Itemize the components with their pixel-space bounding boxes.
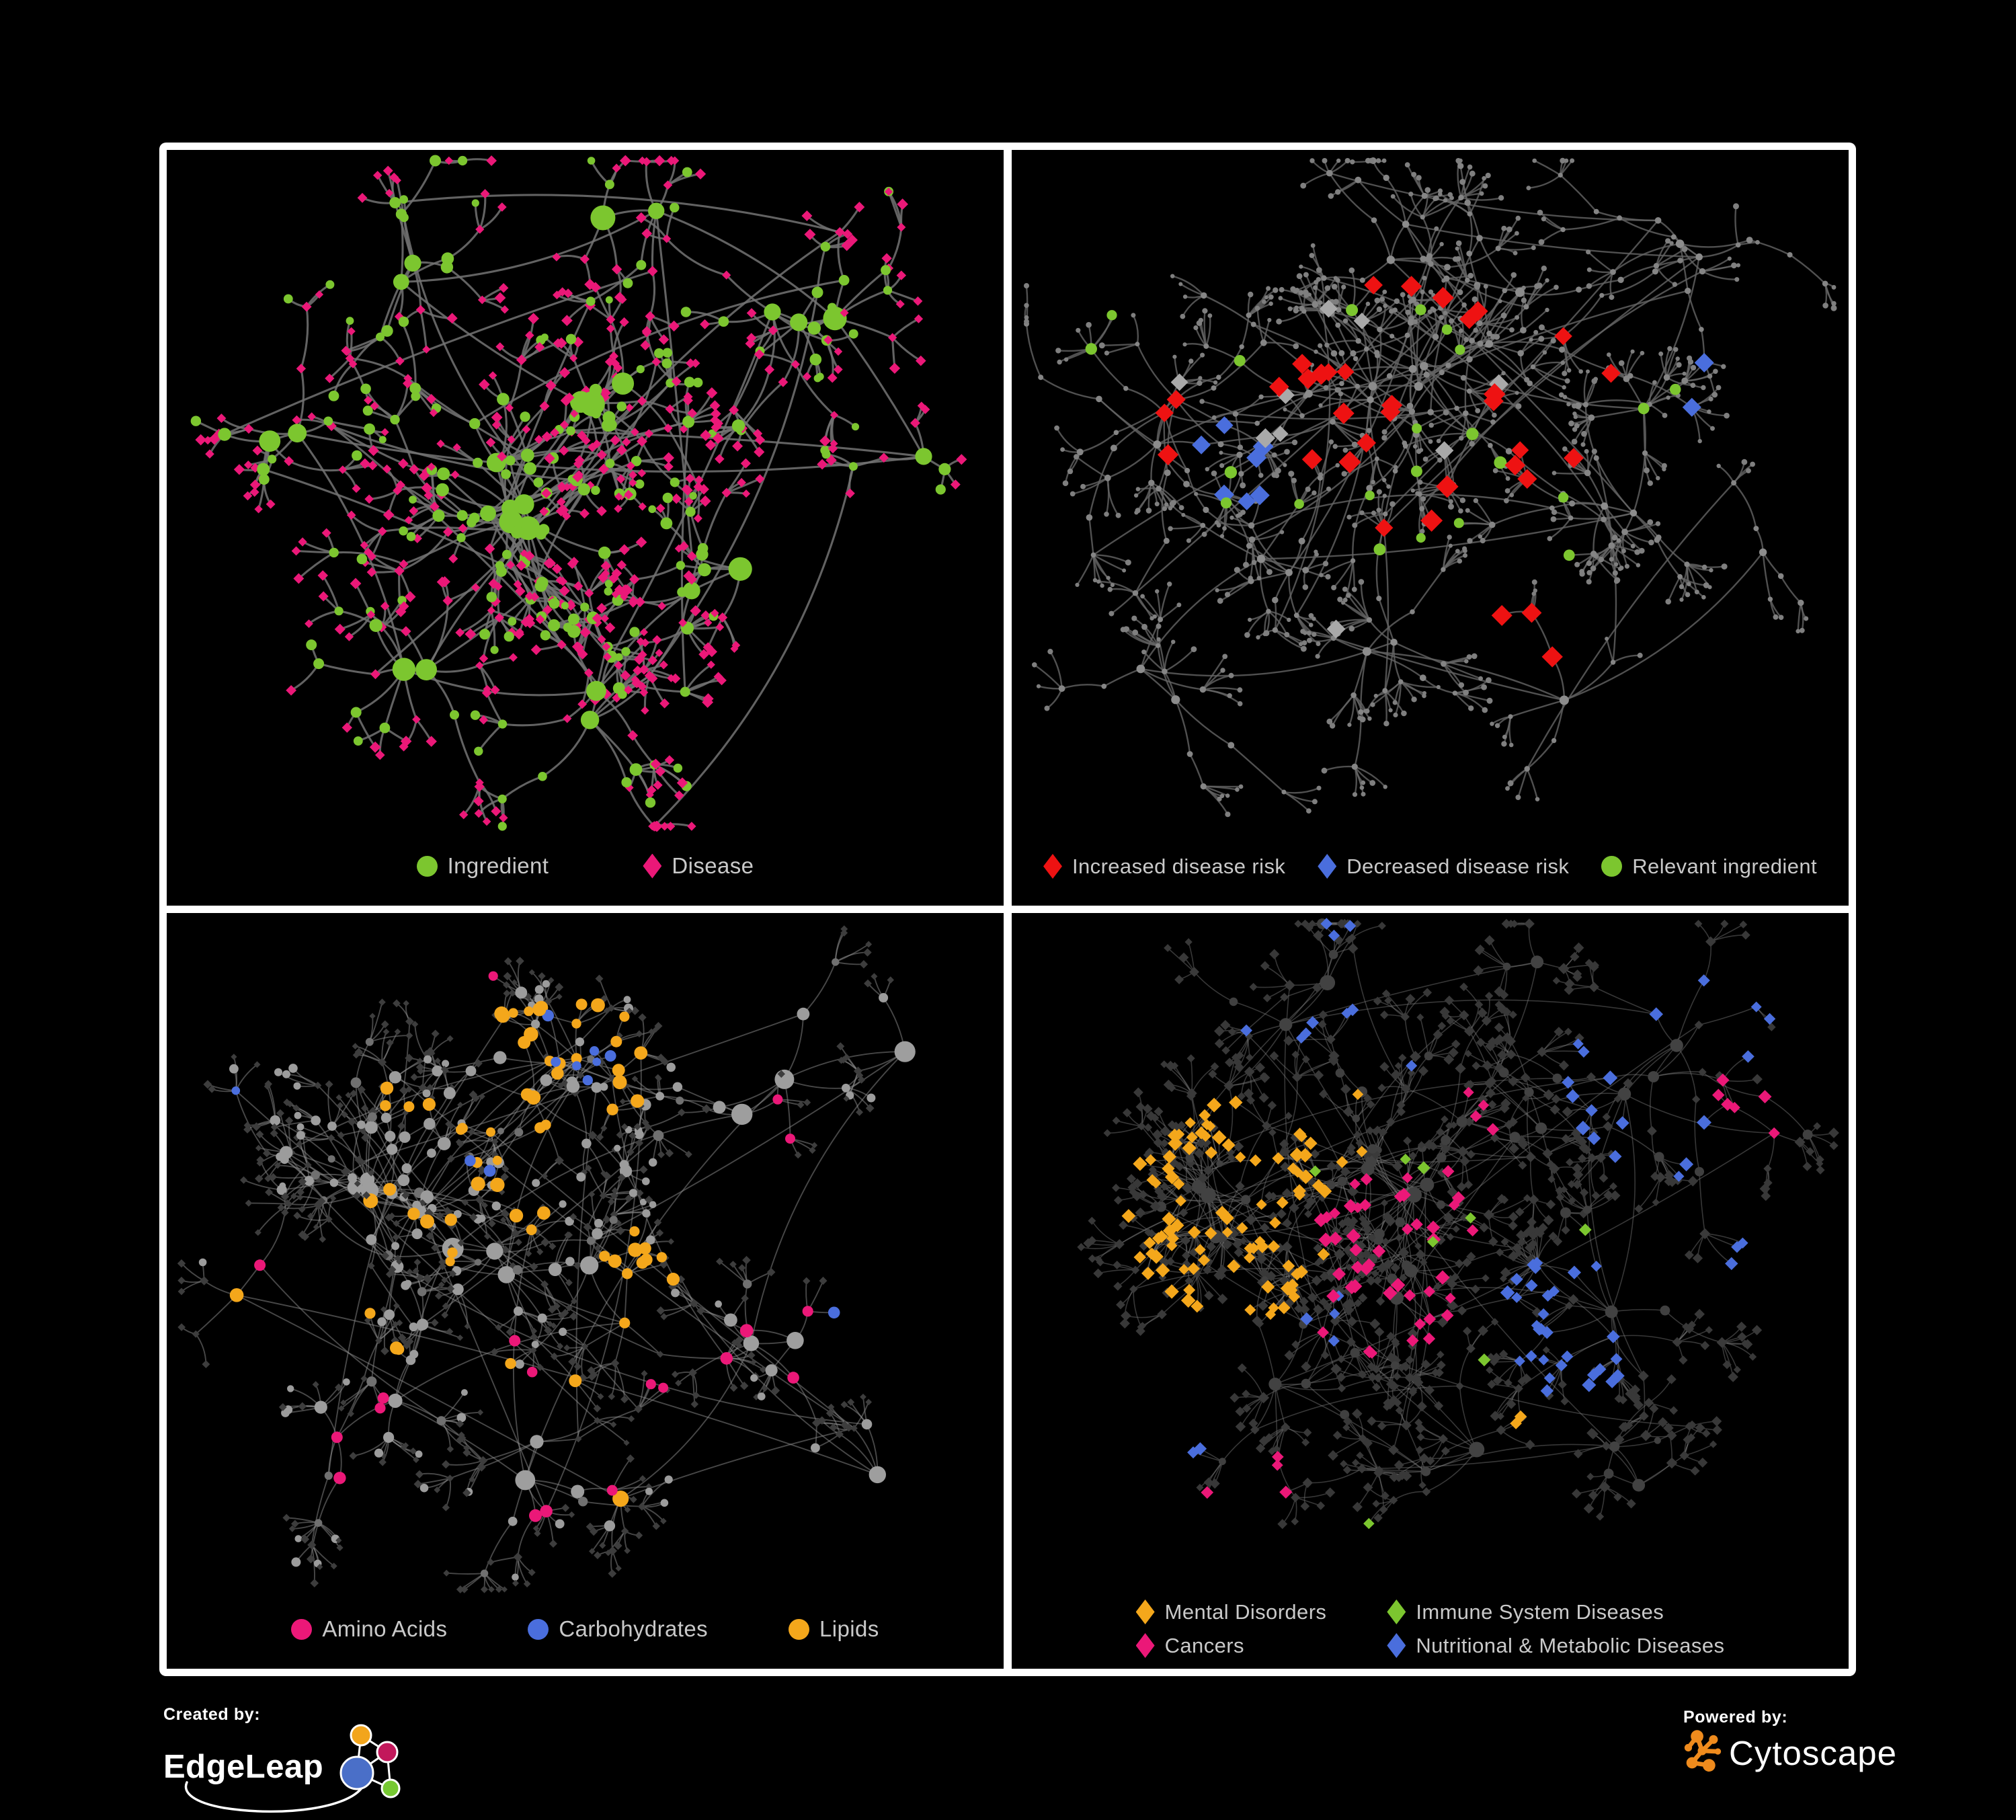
legend-item-relevant-ingredient: Relevant ingredient	[1601, 855, 1817, 879]
lipids-circle-marker-icon	[789, 1618, 809, 1640]
legend-item-immune-system-diseases: Immune System Diseases	[1387, 1599, 1724, 1624]
edgeleap-logo-icon	[185, 1724, 401, 1813]
nutritional-metabolic-diseases-diamond-marker-icon	[1387, 1633, 1406, 1658]
legend-item-ingredient: Ingredient	[416, 853, 549, 879]
edgeleap-wordmark: EdgeLeap	[163, 1749, 324, 1785]
legend-label: Decreased disease risk	[1346, 854, 1570, 878]
legend-item-decreased-disease-risk: Decreased disease risk	[1318, 854, 1569, 879]
legend-label: Mental Disorders	[1164, 1599, 1327, 1624]
panel-disease-class-network: Mental Disorders Immune System Diseases Ca…	[1012, 913, 1849, 1669]
cytoscape-wordmark: Cytoscape	[1729, 1733, 1897, 1772]
grid-divider-horizontal	[167, 906, 1849, 913]
legend-item-mental-disorders: Mental Disorders	[1135, 1599, 1327, 1624]
cancers-diamond-marker-icon	[1135, 1633, 1155, 1658]
created-by-block: Created by: EdgeLeap	[163, 1705, 409, 1813]
amino-acids-circle-marker-icon	[291, 1618, 313, 1640]
legend-label: Lipids	[819, 1616, 879, 1641]
disease-diamond-marker-icon	[643, 853, 662, 879]
mental-disorders-diamond-marker-icon	[1135, 1599, 1155, 1624]
legend-label: Nutritional & Metabolic Diseases	[1416, 1633, 1725, 1657]
panel-ingredient-class-network: Amino Acids Carbohydrates Lipids	[167, 913, 1004, 1669]
ingredient-circle-marker-icon	[416, 855, 438, 877]
legend-disease-risk: Increased disease risk Decreased disease …	[1012, 854, 1849, 879]
network-graph	[1077, 918, 1839, 1530]
legend-label: Increased disease risk	[1072, 854, 1286, 878]
legend-label: Amino Acids	[322, 1616, 448, 1641]
panel-disease-risk-network: Increased disease risk Decreased disease …	[1012, 150, 1849, 906]
created-by-label: Created by:	[163, 1705, 261, 1724]
legend-item-disease: Disease	[643, 853, 754, 879]
panel-ingredient-disease-network: Ingredient Disease	[167, 150, 1004, 906]
relevant-ingredient-circle-marker-icon	[1601, 856, 1623, 877]
powered-by-block: Powered by: Cytoscape	[1683, 1708, 1897, 1776]
legend-item-nutritional-metabolic-diseases: Nutritional & Metabolic Diseases	[1387, 1633, 1724, 1658]
legend-item-lipids: Lipids	[789, 1616, 879, 1642]
legend-label: Immune System Diseases	[1416, 1599, 1664, 1624]
legend-ingredient-class: Amino Acids Carbohydrates Lipids	[167, 1616, 1004, 1642]
legend-disease-class: Mental Disorders Immune System Diseases Ca…	[1012, 1599, 1849, 1658]
powered-by-label: Powered by:	[1683, 1708, 1788, 1727]
legend-item-carbohydrates: Carbohydrates	[528, 1616, 708, 1642]
increased-disease-risk-diamond-marker-icon	[1043, 854, 1063, 879]
legend-item-increased-disease-risk: Increased disease risk	[1043, 854, 1285, 879]
legend-ingredient-disease: Ingredient Disease	[167, 853, 1004, 879]
carbohydrates-circle-marker-icon	[528, 1618, 549, 1640]
panel-grid-frame: Ingredient Disease Increased disease risk…	[159, 143, 1856, 1676]
network-graph	[190, 155, 967, 832]
legend-label: Cancers	[1164, 1633, 1244, 1657]
legend-label: Relevant ingredient	[1632, 854, 1817, 878]
network-graph	[1024, 157, 1837, 818]
legend-item-cancers: Cancers	[1135, 1633, 1327, 1658]
legend-label: Carbohydrates	[559, 1616, 708, 1641]
immune-system-diseases-diamond-marker-icon	[1387, 1599, 1406, 1624]
legend-label: Disease	[672, 853, 754, 878]
network-graph	[177, 925, 916, 1593]
legend-item-amino-acids: Amino Acids	[291, 1616, 447, 1642]
legend-label: Ingredient	[447, 853, 549, 878]
cytoscape-logo-icon	[1684, 1730, 1722, 1772]
decreased-disease-risk-diamond-marker-icon	[1318, 854, 1337, 879]
